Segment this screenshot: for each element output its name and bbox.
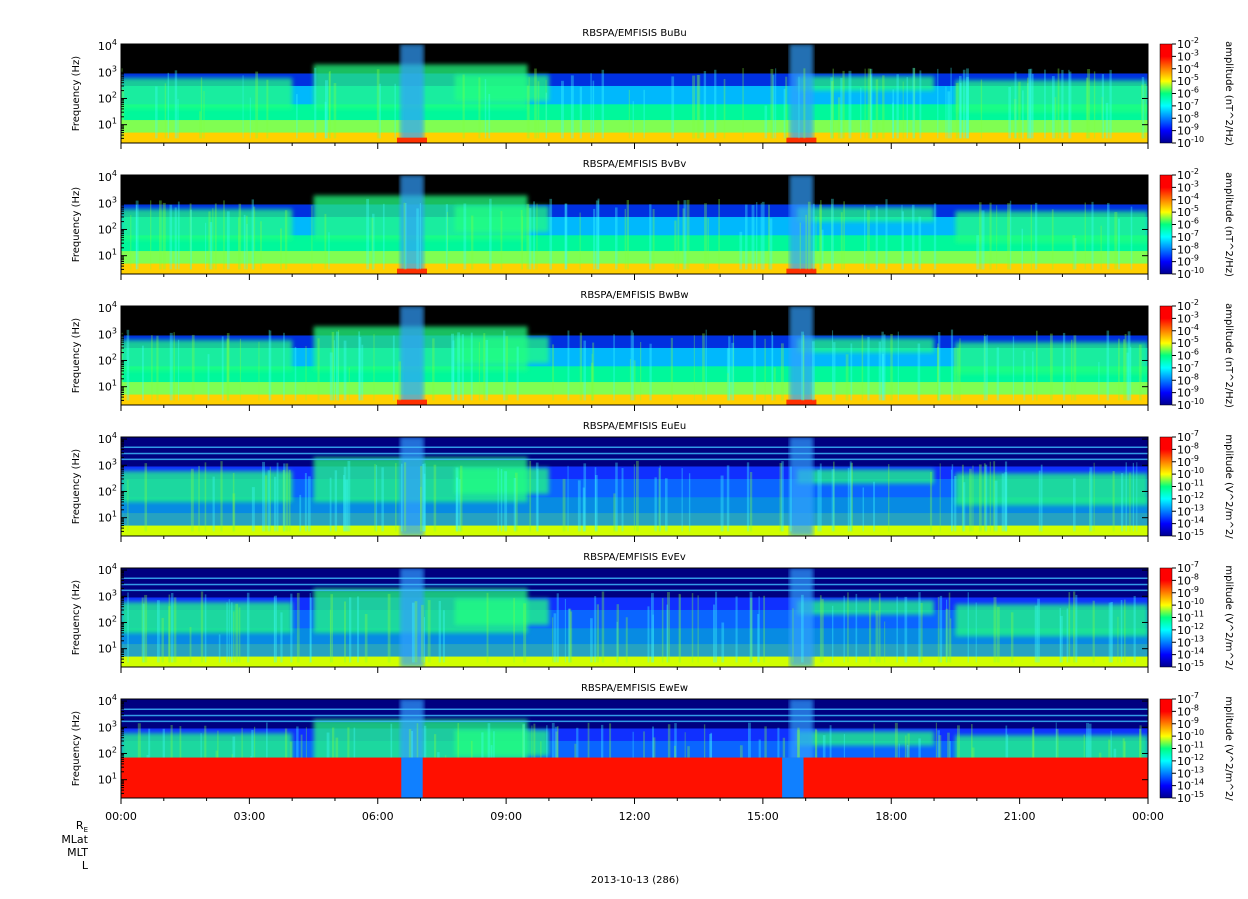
y-tick-label: 102 — [98, 352, 117, 367]
x-tick-label: 12:00 — [619, 810, 651, 823]
colorbar-label: amplitude (nT^2/Hz) — [1223, 172, 1234, 277]
colorbar-label: mplitude (V^2/m^2/ — [1223, 434, 1234, 539]
colorbar — [1159, 174, 1173, 275]
colorbar-tick-label: 10-15 — [1177, 659, 1204, 674]
x-tick-label: 06:00 — [362, 810, 394, 823]
panel-title: RBSPA/EMFISIS BuBu — [582, 28, 686, 39]
y-tick-label: 103 — [98, 719, 117, 734]
y-tick-label: 104 — [98, 693, 117, 708]
x-tick-label: 18:00 — [875, 810, 907, 823]
spectrogram-panel-6: RBSPA/EMFISIS EwEw Frequency (Hz) 101 102 10… — [71, 683, 1234, 805]
colorbar-label: mplitude (V^2/m^2/ — [1223, 565, 1234, 670]
y-tick-label: 103 — [98, 588, 117, 603]
spectrogram-panel-5: RBSPA/EMFISIS EvEv Frequency (Hz) 101 102 10… — [71, 552, 1234, 674]
colorbar-tick-label: 10-10 — [1177, 135, 1204, 150]
ephemeris-label-mlat: MLat — [61, 833, 88, 846]
y-tick-label: 104 — [98, 562, 117, 577]
spectrogram-image — [121, 699, 1148, 798]
panel-title: RBSPA/EMFISIS EuEu — [583, 421, 686, 432]
y-tick-label: 102 — [98, 614, 117, 629]
y-axis-label: Frequency (Hz) — [71, 56, 82, 132]
y-tick-label: 102 — [98, 221, 117, 236]
y-tick-label: 103 — [98, 457, 117, 472]
colorbar-tick-label: 10-15 — [1177, 790, 1204, 805]
y-axis-label: Frequency (Hz) — [71, 711, 82, 787]
spectrogram-image — [121, 437, 1148, 536]
panel-title: RBSPA/EMFISIS BwBw — [580, 290, 688, 301]
colorbar — [1159, 567, 1173, 668]
panel-title: RBSPA/EMFISIS BvBv — [583, 159, 687, 170]
y-tick-label: 101 — [98, 510, 117, 525]
y-tick-label: 102 — [98, 483, 117, 498]
y-tick-label: 101 — [98, 248, 117, 263]
x-tick-label: 00:00 — [1132, 810, 1164, 823]
y-tick-label: 101 — [98, 379, 117, 394]
y-tick-label: 102 — [98, 745, 117, 760]
y-tick-label: 104 — [98, 38, 117, 53]
spectrogram-image — [121, 306, 1148, 405]
panel-title: RBSPA/EMFISIS EvEv — [583, 552, 686, 563]
colorbar — [1159, 305, 1173, 406]
colorbar-tick-label: 10-15 — [1177, 528, 1204, 543]
colorbar — [1159, 436, 1173, 537]
y-tick-label: 104 — [98, 300, 117, 315]
date-label: 2013-10-13 (286) — [590, 875, 680, 886]
x-tick-label: 15:00 — [747, 810, 779, 823]
ephemeris-label-re: RE — [75, 819, 88, 835]
spectrogram-panel-2: RBSPA/EMFISIS BvBv Frequency (Hz) 101 102 10… — [71, 159, 1234, 281]
x-tick-label: 21:00 — [1004, 810, 1036, 823]
spectrogram-panel-3: RBSPA/EMFISIS BwBw Frequency (Hz) 101 102 10… — [71, 290, 1234, 412]
ephemeris-label-mlt: MLT — [67, 846, 88, 859]
spectrogram-panel-1: RBSPA/EMFISIS BuBu Frequency (Hz) 101 102 10… — [71, 28, 1234, 150]
y-tick-label: 101 — [98, 772, 117, 787]
y-tick-label: 101 — [98, 641, 117, 656]
y-tick-label: 103 — [98, 64, 117, 79]
colorbar-label: amplitude (nT^2/Hz) — [1223, 41, 1234, 146]
spectrogram-image — [121, 568, 1148, 667]
y-axis-label: Frequency (Hz) — [71, 580, 82, 656]
spectrogram-image — [121, 44, 1148, 143]
panel-title: RBSPA/EMFISIS EwEw — [581, 683, 688, 694]
y-axis-label: Frequency (Hz) — [71, 187, 82, 263]
y-tick-label: 102 — [98, 90, 117, 105]
y-tick-label: 104 — [98, 431, 117, 446]
x-tick-label: 09:00 — [490, 810, 522, 823]
x-tick-label: 03:00 — [234, 810, 266, 823]
colorbar — [1159, 43, 1173, 144]
colorbar-label: amplitude (nT^2/Hz) — [1223, 303, 1234, 408]
colorbar — [1159, 698, 1173, 799]
spectrogram-panel-4: RBSPA/EMFISIS EuEu Frequency (Hz) 101 102 10… — [71, 421, 1234, 543]
y-tick-label: 104 — [98, 169, 117, 184]
y-tick-label: 103 — [98, 326, 117, 341]
colorbar-tick-label: 10-10 — [1177, 397, 1204, 412]
y-axis-label: Frequency (Hz) — [71, 449, 82, 525]
colorbar-label: mplitude (V^2/m^2/ — [1223, 696, 1234, 801]
ephemeris-label-l: L — [81, 859, 88, 872]
y-tick-label: 101 — [98, 117, 117, 132]
y-tick-label: 103 — [98, 195, 117, 210]
x-tick-label: 00:00 — [105, 810, 137, 823]
spectrogram-image — [121, 175, 1148, 274]
y-axis-label: Frequency (Hz) — [71, 318, 82, 394]
colorbar-tick-label: 10-10 — [1177, 266, 1204, 281]
